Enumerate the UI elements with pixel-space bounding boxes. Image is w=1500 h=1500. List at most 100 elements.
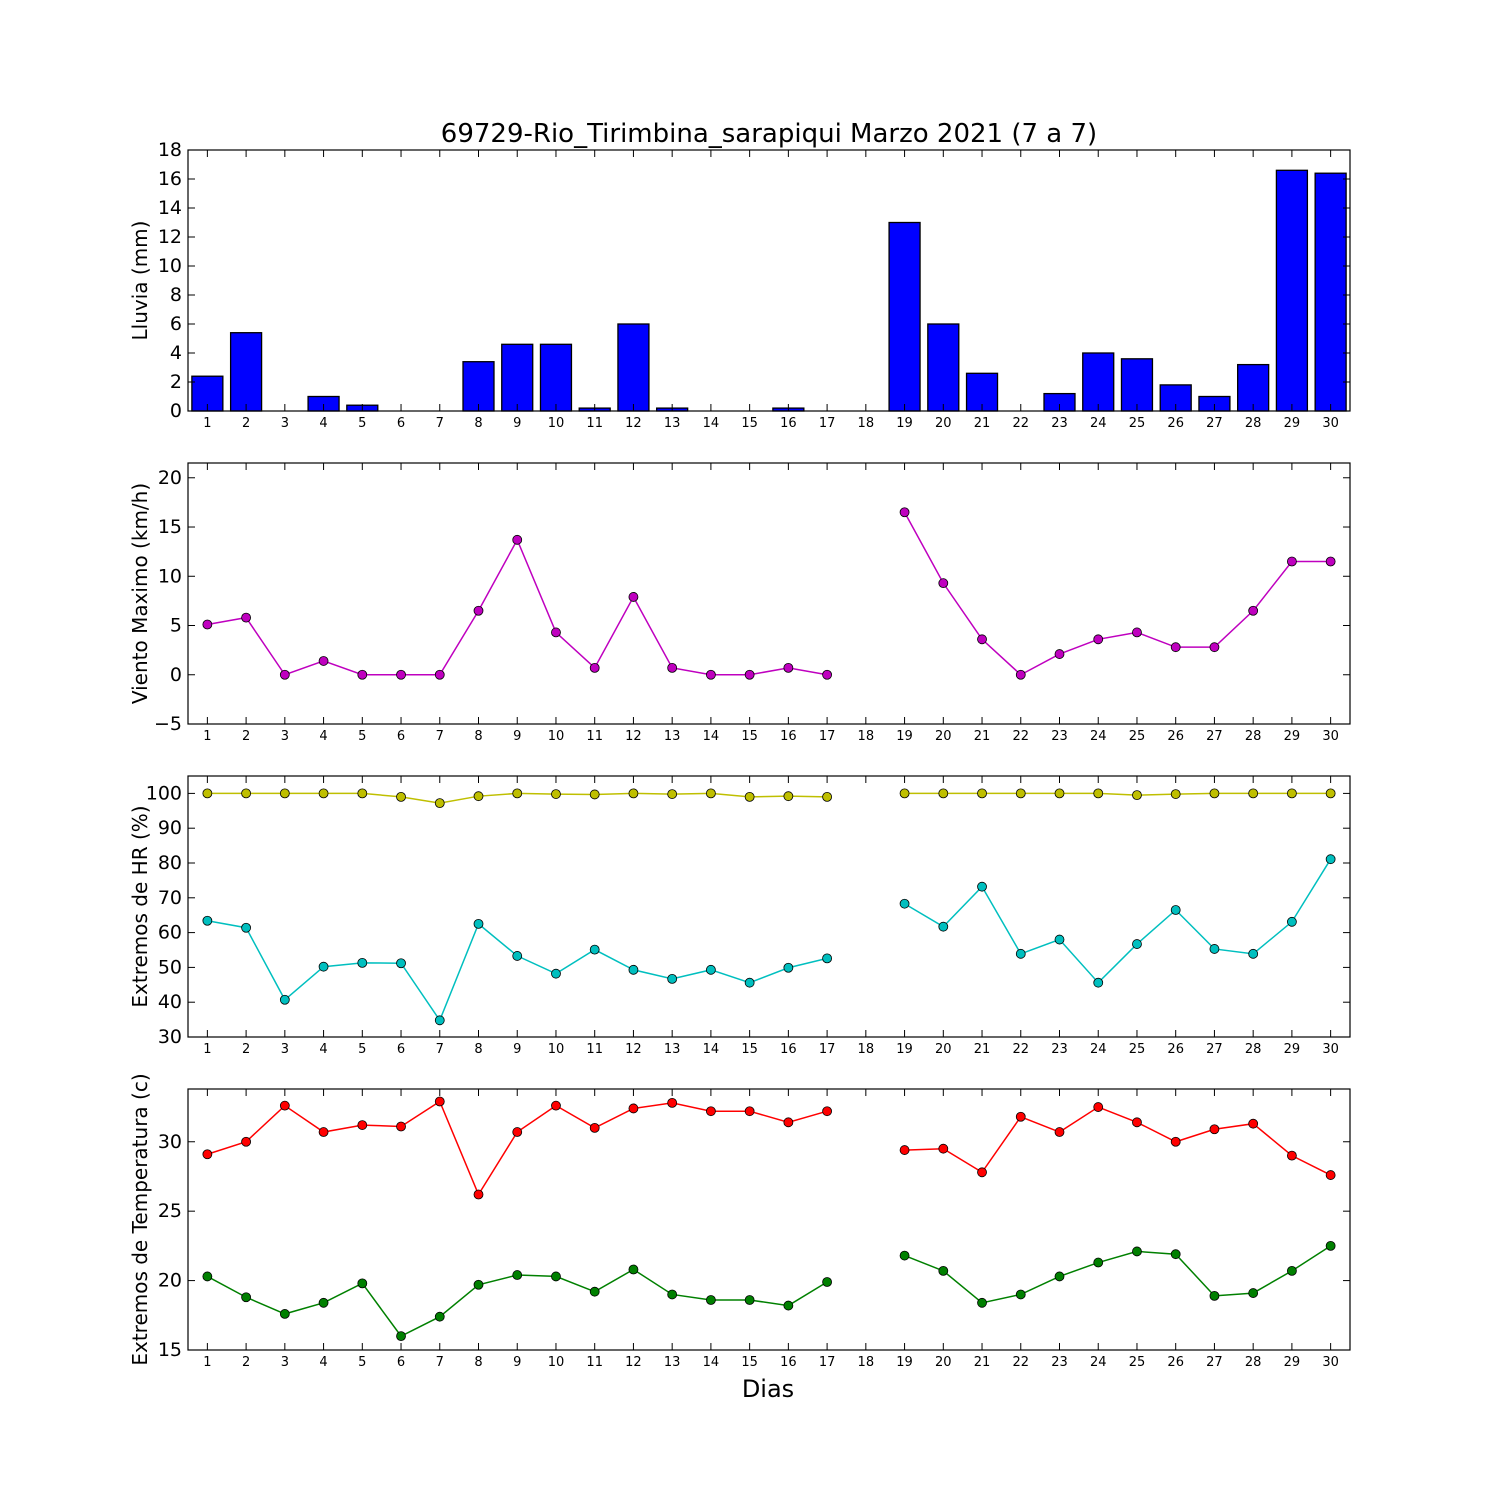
series-2-point-day-15 (744, 977, 755, 988)
series-1-point-day-20 (938, 788, 949, 799)
series-2-point-day-15 (744, 1295, 755, 1305)
x-tick-label: 4 (319, 416, 327, 431)
series-1-point-day-10 (551, 627, 561, 638)
x-tick-label: 21 (974, 416, 991, 431)
series-1-point-day-17 (822, 669, 832, 680)
series-2-point-day-14 (706, 964, 716, 975)
x-tick-label: 19 (896, 1042, 913, 1057)
x-tick-label: 6 (397, 729, 405, 744)
series-2-point-day-12 (628, 1264, 639, 1275)
bar-day-8 (462, 361, 495, 412)
y-tick-label: 0 (170, 400, 182, 422)
x-tick-label: 28 (1245, 1355, 1262, 1370)
series-1-point-day-1 (202, 1149, 213, 1160)
series-2-point-day-8 (473, 919, 484, 929)
x-tick-label: 15 (741, 416, 758, 431)
x-tick-label: 4 (319, 729, 327, 744)
y-tick-label: 60 (158, 922, 182, 944)
x-tick-label: 24 (1090, 729, 1107, 744)
x-tick-label: 27 (1206, 1042, 1223, 1057)
x-tick-label: 13 (664, 729, 681, 744)
series-2-point-day-21 (977, 1297, 987, 1308)
series-1-line-2 (903, 511, 1331, 676)
series-1-point-day-2 (241, 612, 252, 623)
series-2-point-day-5 (357, 957, 368, 968)
series-1-point-day-14 (706, 1106, 716, 1117)
x-tick-label: 13 (664, 416, 681, 431)
series-2-line-1 (207, 920, 828, 1022)
series-2-point-day-29 (1287, 1265, 1297, 1276)
series-1-point-day-12 (628, 1103, 639, 1114)
x-tick-label: 2 (242, 729, 250, 744)
bar-day-29 (1275, 169, 1309, 412)
series-1-point-day-1 (202, 788, 213, 799)
series-2-point-day-6 (396, 1331, 406, 1342)
series-1-point-day-6 (396, 791, 406, 802)
series-2-point-day-7 (434, 1311, 445, 1322)
y-tick-label: 15 (158, 516, 182, 538)
series-2-point-day-16 (783, 962, 794, 973)
x-tick-label: 19 (896, 1355, 913, 1370)
series-1-point-day-4 (318, 1127, 329, 1137)
x-tick-label: 14 (703, 729, 720, 744)
x-tick-label: 26 (1167, 416, 1184, 431)
x-tick-label: 27 (1206, 416, 1223, 431)
y-tick-label: 18 (158, 139, 182, 161)
series-2-point-day-19 (899, 898, 910, 909)
y-tick-label: 20 (158, 1270, 182, 1292)
series-1-point-day-4 (318, 656, 329, 666)
series-2-point-day-24 (1093, 1257, 1104, 1268)
series-1-point-day-22 (1015, 669, 1026, 680)
x-tick-label: 25 (1129, 729, 1146, 744)
series-1-point-day-8 (473, 791, 484, 802)
x-tick-label: 14 (703, 416, 720, 431)
series-2-point-day-10 (551, 1271, 561, 1282)
series-1-point-day-22 (1015, 1111, 1026, 1122)
series-1-point-day-30 (1325, 788, 1336, 799)
series-2-point-day-20 (938, 1265, 949, 1276)
x-tick-label: 30 (1322, 1355, 1339, 1370)
series-2-point-day-26 (1170, 1249, 1181, 1260)
bar-day-12 (617, 323, 650, 412)
bar-day-25 (1120, 358, 1154, 412)
series-1-point-day-30 (1325, 556, 1336, 567)
x-tick-label: 8 (474, 729, 482, 744)
series-2-point-day-17 (822, 1277, 832, 1287)
series-1-point-day-14 (706, 788, 716, 799)
series-2-point-day-2 (241, 1292, 252, 1303)
x-tick-label: 29 (1284, 1042, 1301, 1057)
x-tick-label: 23 (1051, 729, 1068, 744)
series-2-point-day-11 (589, 1286, 600, 1297)
y-tick-label: 5 (170, 615, 182, 637)
series-1-point-day-3 (279, 669, 290, 680)
x-tick-label: 7 (436, 1355, 444, 1370)
series-1-point-day-24 (1093, 634, 1104, 645)
series-2-point-day-14 (706, 1295, 716, 1305)
x-tick-label: 3 (281, 729, 289, 744)
series-1-point-day-28 (1248, 788, 1259, 799)
x-tick-label: 1 (203, 1355, 211, 1370)
y-tick-label: 50 (158, 956, 182, 978)
series-1-point-day-21 (977, 1167, 987, 1178)
series-1-point-day-23 (1054, 788, 1065, 799)
y-axis-label: Viento Maximo (km/h) (128, 483, 152, 704)
x-tick-label: 14 (703, 1355, 720, 1370)
x-tick-label: 4 (319, 1042, 327, 1057)
x-tick-label: 30 (1322, 416, 1339, 431)
series-2-point-day-16 (783, 1300, 794, 1311)
series-1-point-day-17 (822, 791, 832, 802)
x-tick-label: 12 (625, 1042, 642, 1057)
series-2-point-day-7 (434, 1015, 445, 1026)
series-2-point-day-25 (1132, 1246, 1142, 1257)
x-tick-label: 9 (513, 729, 521, 744)
x-tick-label: 11 (586, 729, 603, 744)
bar-day-9 (501, 343, 534, 412)
series-2-point-day-19 (899, 1250, 910, 1261)
x-tick-label: 5 (358, 416, 366, 431)
series-2-point-day-30 (1325, 1240, 1336, 1251)
series-1-point-day-8 (473, 1189, 484, 1200)
series-2-point-day-8 (473, 1279, 484, 1290)
x-tick-label: 2 (242, 416, 250, 431)
x-tick-label: 17 (819, 1042, 836, 1057)
